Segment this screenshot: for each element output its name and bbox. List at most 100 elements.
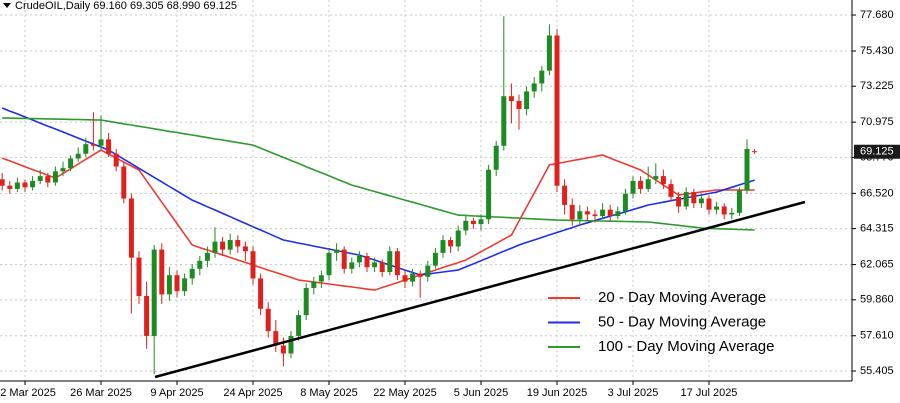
moving-averages xyxy=(1,107,755,291)
candle-body xyxy=(128,198,134,258)
x-tick-label: 3 Jul 2025 xyxy=(608,387,659,399)
candle-body xyxy=(516,101,522,109)
candle-body xyxy=(486,169,492,220)
candle-body xyxy=(493,145,499,170)
moving-average-line xyxy=(1,149,755,291)
candle-body xyxy=(280,345,286,354)
candle-body xyxy=(250,251,256,279)
candle-body xyxy=(174,275,180,292)
candle-body xyxy=(417,273,423,277)
candle-body xyxy=(478,219,484,225)
chart-title: CrudeOIL,Daily 69.160 69.305 68.990 69.1… xyxy=(15,0,237,12)
candle-body xyxy=(569,204,575,220)
candle-body xyxy=(189,268,195,279)
legend-label: 100 - Day Moving Average xyxy=(598,338,775,355)
candle-body xyxy=(607,209,613,217)
candle-body xyxy=(75,153,81,159)
candle-body xyxy=(729,212,735,215)
candle-body xyxy=(22,182,28,188)
candle-body xyxy=(106,139,112,154)
candle-body xyxy=(356,256,362,263)
x-tick-label: 24 Apr 2025 xyxy=(223,387,282,399)
moving-average-line xyxy=(1,107,755,276)
x-tick-label: 12 Mar 2025 xyxy=(0,387,56,399)
menu-icon xyxy=(3,3,11,8)
candle-body xyxy=(584,211,590,215)
candle-body xyxy=(402,275,408,282)
candle-body xyxy=(508,96,514,102)
candle-body xyxy=(288,335,294,354)
candle-body xyxy=(98,139,104,146)
candle-body xyxy=(258,278,264,309)
candle-body xyxy=(546,35,552,71)
candle-body xyxy=(37,176,43,181)
candle-body xyxy=(577,211,583,220)
y-tick-label: 57.610 xyxy=(860,330,894,342)
candle-body xyxy=(691,192,697,204)
candle-body xyxy=(676,196,682,207)
candle-body xyxy=(554,35,560,186)
candle-body xyxy=(349,262,355,269)
y-tick-label: 64.315 xyxy=(860,223,894,235)
candle-body xyxy=(60,168,66,172)
candle-body xyxy=(166,275,172,295)
candle-body xyxy=(622,193,628,212)
candle-body xyxy=(394,251,400,276)
price-tag xyxy=(854,144,900,159)
candle-body xyxy=(235,240,241,247)
candle-body xyxy=(668,184,674,197)
legend-label: 50 - Day Moving Average xyxy=(598,313,766,330)
candle-body xyxy=(136,257,142,296)
candle-body xyxy=(752,151,758,153)
candle-body xyxy=(440,240,446,253)
candle-body xyxy=(30,180,36,188)
moving-average-line xyxy=(2,117,755,231)
candle-body xyxy=(197,260,203,269)
candle-body xyxy=(90,144,96,146)
x-tick-label: 17 Jul 2025 xyxy=(681,387,738,399)
y-tick-label: 59.860 xyxy=(860,294,894,306)
candle-body xyxy=(372,262,378,268)
candle-body xyxy=(151,249,157,336)
legend: 20 - Day Moving Average 50 - Day Moving A… xyxy=(548,289,775,355)
candle-body xyxy=(463,220,469,231)
candle-body xyxy=(706,198,712,210)
candle-body xyxy=(470,220,476,225)
candle-body xyxy=(432,252,438,266)
candle-body xyxy=(592,214,598,217)
candle-body xyxy=(182,278,188,292)
candle-body xyxy=(265,308,271,332)
y-tick-label: 66.520 xyxy=(860,187,894,199)
candle-body xyxy=(615,211,621,217)
legend-label: 20 - Day Moving Average xyxy=(598,289,766,306)
candle-body xyxy=(296,315,302,336)
candle-body xyxy=(539,70,545,84)
candle-body xyxy=(318,275,324,282)
candle-body xyxy=(562,185,568,205)
candle-body xyxy=(144,295,150,336)
candle-body xyxy=(159,249,165,295)
x-tick-label: 19 Jun 2025 xyxy=(527,387,588,399)
candle-body xyxy=(630,180,636,194)
candle-body xyxy=(379,262,385,273)
x-tick-label: 5 Jun 2025 xyxy=(454,387,508,399)
candle-body xyxy=(7,185,13,189)
x-tick-label: 8 May 2025 xyxy=(300,387,357,399)
candle-body xyxy=(45,176,51,183)
candle-body xyxy=(448,240,454,247)
y-tick-label: 70.975 xyxy=(860,116,894,128)
candle-body xyxy=(638,180,644,189)
candle-body xyxy=(501,96,507,146)
price-tag-label: 69.125 xyxy=(860,146,894,158)
candle-body xyxy=(242,246,248,252)
candle-body xyxy=(341,249,347,269)
candle-body xyxy=(83,144,89,154)
candle-body xyxy=(0,179,5,186)
candle-body xyxy=(273,331,279,346)
candle-body xyxy=(121,166,127,199)
y-tick-label: 77.680 xyxy=(860,9,894,21)
candle-body xyxy=(227,240,233,250)
candle-body xyxy=(425,265,431,277)
candle-body xyxy=(736,190,742,213)
